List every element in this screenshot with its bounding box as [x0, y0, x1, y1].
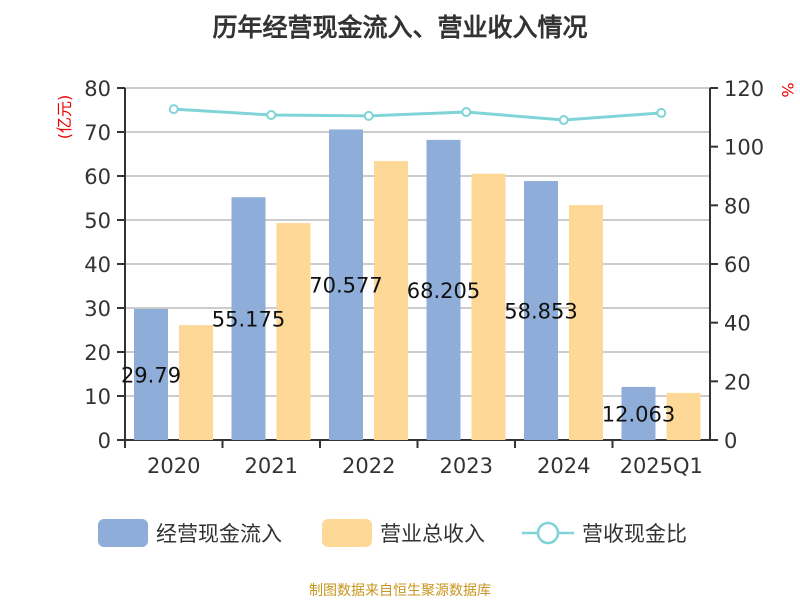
ratio-point: [363, 110, 374, 121]
ratio-point: [461, 107, 472, 118]
bar-revenue: [374, 161, 408, 441]
y2-tick-label: 60: [724, 253, 751, 277]
bar-cash-inflow: [134, 308, 168, 440]
y-tick-label: 80: [84, 77, 111, 101]
y-tick-label: 10: [84, 385, 111, 409]
data-label: 29.79: [121, 363, 181, 387]
ratio-point: [266, 109, 277, 120]
y-tick-label: 60: [84, 165, 111, 189]
x-tick-label: 2024: [537, 454, 590, 478]
ratio-point: [656, 107, 667, 118]
bar-cash-inflow: [329, 129, 363, 441]
data-label: 55.175: [212, 308, 285, 332]
legend-item-revenue[interactable]: 营业总收入: [322, 518, 485, 548]
x-tick-label: 2022: [342, 454, 395, 478]
y2-axis-label: %: [778, 82, 797, 97]
y-tick-label: 20: [84, 341, 111, 365]
data-label: 68.205: [407, 279, 480, 303]
ratio-point: [168, 104, 179, 115]
legend-label: 营业总收入: [380, 522, 485, 546]
legend-line-icon: [522, 521, 574, 545]
bar-cash-inflow: [426, 139, 461, 440]
bar-cash-inflow: [231, 197, 266, 440]
data-label: 12.063: [602, 402, 675, 426]
y2-tick-label: 80: [724, 194, 751, 218]
data-label: 58.853: [504, 300, 577, 324]
legend-label: 营收现金比: [582, 522, 687, 546]
bar-cash-inflow: [524, 181, 558, 440]
y2-tick-label: 20: [724, 370, 751, 394]
y2-tick-label: 100: [724, 136, 764, 160]
y-tick-label: 0: [98, 429, 111, 453]
footer-source: 制图数据来自恒生聚源数据库: [309, 583, 491, 599]
legend-item-cash-inflow[interactable]: 经营现金流入: [98, 518, 282, 548]
x-tick-label: 2021: [245, 454, 298, 478]
bar-revenue: [276, 223, 311, 440]
bar-revenue: [569, 205, 603, 440]
bar-revenue: [179, 325, 213, 440]
y-axis-label: (亿元): [55, 95, 74, 140]
y-tick-label: 50: [84, 209, 111, 233]
chart-title: 历年经营现金流入、营业收入情况: [212, 13, 588, 42]
ratio-point: [558, 114, 569, 125]
legend-label: 经营现金流入: [156, 522, 282, 546]
x-tick-label: 2023: [440, 454, 493, 478]
legend-swatch: [322, 519, 372, 547]
x-tick-label: 2025Q1: [620, 454, 703, 478]
bar-cash-inflow: [621, 386, 656, 440]
y-tick-label: 40: [84, 253, 111, 277]
y2-tick-label: 40: [724, 312, 751, 336]
x-tick-label: 2020: [147, 454, 200, 478]
legend-item-ratio[interactable]: 营收现金比: [522, 518, 687, 548]
legend-swatch: [98, 519, 148, 547]
y-tick-label: 70: [84, 121, 111, 145]
y2-tick-label: 120: [724, 77, 764, 101]
bar-revenue: [666, 392, 701, 440]
data-label: 70.577: [309, 274, 382, 298]
bar-revenue: [471, 173, 506, 441]
ratio-line: [173, 107, 662, 122]
y-tick-label: 30: [84, 297, 111, 321]
y2-tick-label: 0: [724, 429, 737, 453]
